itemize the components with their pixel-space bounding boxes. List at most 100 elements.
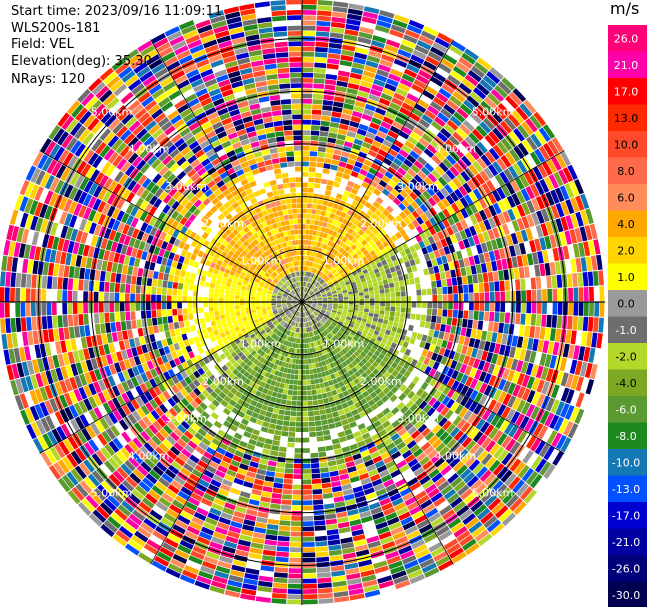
range-gate-cell [322, 393, 328, 399]
range-gate-cell [575, 392, 584, 407]
range-gate-cell [479, 283, 484, 292]
range-gate-cell [302, 172, 308, 177]
range-gate-cell [318, 452, 326, 458]
range-gate-cell [522, 450, 533, 464]
range-gate-cell [417, 296, 422, 302]
range-gate-cell [321, 121, 330, 127]
range-gate-cell [156, 295, 161, 302]
range-gate-cell [306, 370, 310, 375]
range-gate-cell [391, 302, 396, 307]
range-gate-cell [422, 289, 427, 295]
range-gate-cell [121, 321, 127, 330]
range-gate-cell [152, 318, 158, 326]
range-gate-cell [270, 397, 276, 403]
range-gate-cell [408, 325, 414, 331]
range-gate-cell [588, 271, 594, 286]
range-gate-cell [435, 323, 441, 331]
range-gate-cell [333, 416, 340, 422]
range-gate-cell [256, 297, 261, 300]
range-gate-cell [282, 494, 292, 499]
range-gate-cell [484, 282, 489, 291]
range-gate-cell [100, 323, 106, 333]
range-gate-cell [290, 532, 302, 537]
range-gate-cell [427, 288, 432, 295]
range-gate-cell [5, 287, 10, 302]
range-gate-cell [435, 273, 441, 281]
range-gate-cell [302, 62, 314, 67]
range-gate-cell [468, 284, 473, 293]
range-gate-cell [297, 401, 302, 406]
range-gate-cell [459, 336, 465, 345]
range-gate-cell [157, 317, 163, 325]
range-gate-cell [311, 214, 316, 219]
range-gate-cell [385, 306, 390, 311]
range-gate-cell [448, 334, 454, 342]
range-gate-cell [263, 486, 273, 492]
range-gate-cell [307, 251, 310, 256]
range-gate-cell [317, 5, 332, 11]
range-gate-cell [290, 416, 296, 421]
range-gate-cell [423, 268, 429, 275]
range-gate-cell [326, 207, 332, 213]
range-gate-cell [302, 370, 306, 375]
range-gate-cell [185, 326, 191, 333]
range-gate-cell [224, 306, 229, 310]
range-gate-cell [26, 288, 31, 302]
range-gate-cell [329, 550, 342, 556]
range-gate-cell [363, 312, 368, 316]
range-gate-cell [279, 409, 285, 415]
range-gate-cell [333, 443, 341, 449]
range-gate-cell [471, 265, 477, 274]
range-gate-cell [499, 281, 504, 291]
range-gate-cell [174, 322, 180, 329]
range-gate-cell [584, 302, 589, 316]
range-gate-cell [303, 521, 314, 526]
range-gate-cell [316, 551, 329, 557]
range-gate-cell [78, 314, 83, 325]
range-gate-cell [401, 297, 406, 302]
range-gate-cell [443, 263, 449, 271]
range-gate-cell [332, 154, 340, 160]
range-gate-cell [168, 316, 173, 323]
range-gate-cell [514, 268, 520, 279]
range-gate-cell [235, 305, 240, 309]
range-gate-cell [308, 188, 314, 193]
range-gate-cell [295, 438, 302, 443]
range-gate-cell [322, 105, 332, 111]
range-gate-cell [317, 394, 323, 399]
range-gate-cell [156, 302, 161, 309]
range-gate-cell [570, 330, 576, 344]
range-gate-cell [331, 481, 341, 487]
range-gate-cell [167, 295, 172, 302]
range-gate-cell [151, 310, 156, 318]
range-gate-cell [309, 432, 316, 437]
range-gate-cell [116, 322, 122, 332]
range-gate-cell [331, 17, 345, 23]
range-gate-cell [298, 333, 300, 338]
range-gate-cell [551, 275, 557, 288]
range-gate-cell [537, 289, 542, 301]
range-gate-cell [379, 314, 384, 319]
range-gate-cell [258, 581, 272, 587]
range-gate-cell [277, 457, 285, 463]
range-gate-cell [235, 309, 240, 313]
range-gate-cell [265, 534, 277, 540]
range-gate-cell [47, 303, 52, 316]
range-gate-cell [321, 116, 331, 122]
range-gate-cell [323, 493, 333, 499]
range-gate-cell [325, 153, 333, 159]
range-gate-cell [22, 332, 28, 346]
range-gate-cell [295, 370, 299, 375]
range-gate-cell [396, 292, 401, 297]
range-gate-cell [310, 225, 314, 230]
range-gate-cell [27, 331, 33, 345]
range-gate-cell [462, 276, 468, 285]
range-gate-cell [16, 318, 22, 332]
range-gate-cell [147, 318, 153, 326]
range-gate-cell [384, 284, 389, 289]
range-gate-cell [319, 131, 328, 137]
range-gate-cell [284, 416, 290, 421]
range-gate-cell [303, 469, 311, 474]
range-gate-cell [309, 157, 316, 162]
range-gate-cell [5, 303, 10, 318]
